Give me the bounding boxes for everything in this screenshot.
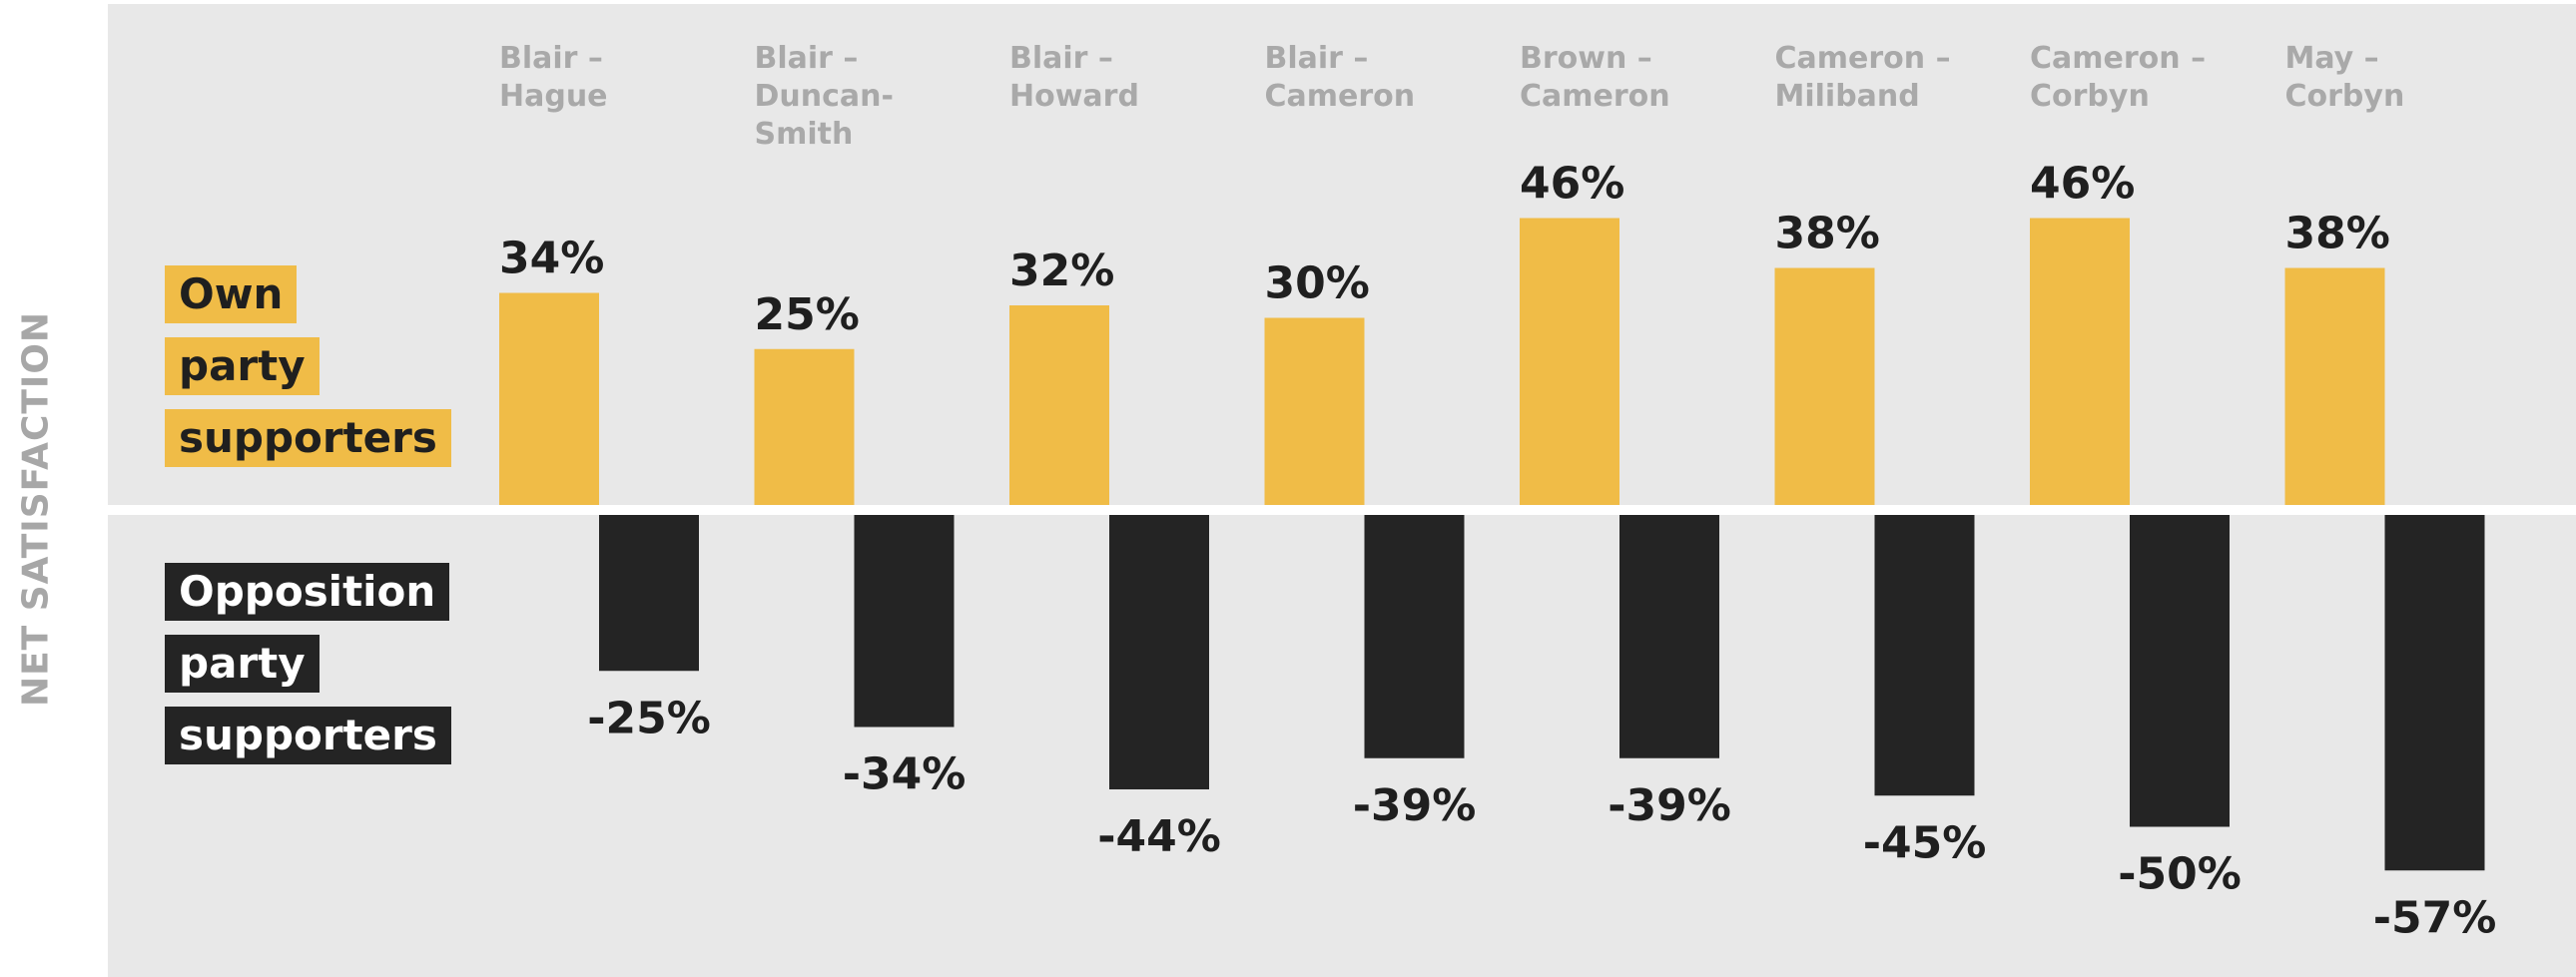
own-party-bar bbox=[1774, 267, 1875, 505]
own-party-value-label: 25% bbox=[755, 289, 860, 340]
opposition-party-bar bbox=[2130, 515, 2230, 827]
own-party-bar bbox=[1520, 218, 1619, 505]
own-party-value-label: 46% bbox=[2030, 159, 2135, 210]
own-party-value-label: 46% bbox=[1520, 159, 1624, 210]
own-party-value-label: 38% bbox=[1775, 209, 1880, 259]
category-label: Blair – Hague bbox=[499, 41, 608, 114]
category-label: Blair – Howard bbox=[1009, 41, 1139, 114]
opposition-party-bar bbox=[1364, 515, 1465, 758]
zero-baseline bbox=[108, 505, 2576, 515]
own-party-bar bbox=[1009, 305, 1109, 505]
category-label: Blair – Cameron bbox=[1265, 41, 1416, 114]
own-party-bar bbox=[754, 348, 855, 505]
opposition-party-value-label: -39% bbox=[1353, 780, 1477, 831]
legend-own-line-1: Own bbox=[165, 265, 298, 323]
own-party-value-label: 34% bbox=[499, 234, 604, 284]
category-label: Blair – Duncan-Smith bbox=[755, 41, 894, 152]
opposition-party-bar bbox=[1874, 515, 1975, 796]
legend-opp-line-1: Opposition bbox=[165, 563, 450, 621]
own-party-bar bbox=[2284, 267, 2385, 505]
category-label: Cameron – Corbyn bbox=[2030, 41, 2206, 114]
category-label: Cameron – Miliband bbox=[1775, 41, 1951, 114]
own-party-value-label: 32% bbox=[1009, 245, 1114, 296]
category-label: Brown – Cameron bbox=[1520, 41, 1670, 114]
opposition-party-value-label: -45% bbox=[1863, 817, 1987, 868]
legend-own-line-3: supporters bbox=[165, 409, 451, 467]
opposition-party-value-label: -39% bbox=[1608, 780, 1731, 831]
opposition-party-value-label: -25% bbox=[587, 693, 711, 743]
opposition-party-value-label: -44% bbox=[1097, 811, 1221, 862]
own-party-bar bbox=[499, 292, 599, 505]
own-party-value-label: 38% bbox=[2285, 209, 2390, 259]
own-party-value-label: 30% bbox=[1265, 258, 1370, 309]
opposition-party-value-label: -50% bbox=[2118, 849, 2242, 900]
opposition-party-value-label: -34% bbox=[843, 749, 966, 800]
legend-own-line-2: party bbox=[165, 337, 320, 395]
category-label: May – Corbyn bbox=[2285, 41, 2405, 114]
opposition-party-bar bbox=[599, 515, 699, 672]
own-party-bar bbox=[1264, 317, 1365, 505]
opposition-party-bar bbox=[2384, 515, 2485, 871]
opposition-party-bar bbox=[854, 515, 955, 728]
own-party-bar bbox=[2030, 218, 2130, 505]
legend-opp-line-3: supporters bbox=[165, 707, 451, 764]
opposition-party-bar bbox=[1109, 515, 1209, 789]
opposition-party-value-label: -57% bbox=[2373, 892, 2497, 943]
legend-opp-line-2: party bbox=[165, 635, 320, 693]
opposition-party-bar bbox=[1619, 515, 1719, 758]
